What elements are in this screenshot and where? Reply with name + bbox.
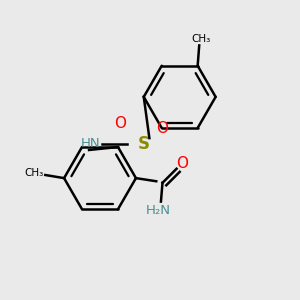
Text: CH₃: CH₃ <box>191 34 210 44</box>
Text: O: O <box>176 156 188 171</box>
Text: H₂N: H₂N <box>145 204 170 218</box>
Text: HN: HN <box>81 137 100 150</box>
Text: S: S <box>138 135 150 153</box>
Text: CH₃: CH₃ <box>25 168 44 178</box>
Text: O: O <box>114 116 126 131</box>
Text: O: O <box>157 121 169 136</box>
